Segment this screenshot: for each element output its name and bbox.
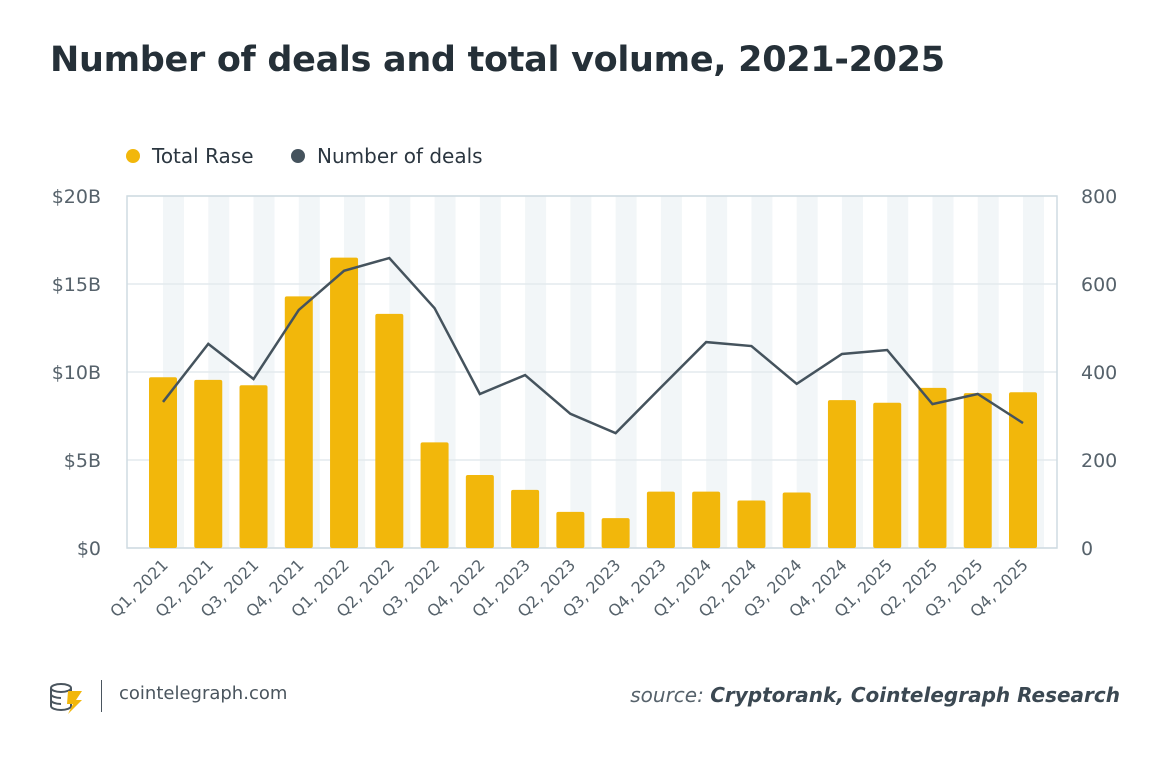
bar-total-rase <box>737 500 766 548</box>
source-text: Cryptorank, Cointelegraph Research <box>710 683 1120 707</box>
y-right-tick-label: 400 <box>1081 362 1117 384</box>
bar-total-rase <box>782 492 811 548</box>
source-note: source: Cryptorank, Cointelegraph Resear… <box>630 683 1120 707</box>
legend-label-line: Number of deals <box>317 144 483 168</box>
y-right-tick-label: 0 <box>1081 538 1093 560</box>
bar-total-rase <box>465 474 494 548</box>
bar-total-rase <box>239 385 268 548</box>
bar-total-rase <box>918 387 947 548</box>
legend-swatch-line <box>291 149 305 163</box>
bar-total-rase <box>284 296 313 548</box>
bar-total-rase <box>1009 392 1037 548</box>
bar-total-rase <box>420 442 449 548</box>
line-number-of-deals <box>162 256 1024 435</box>
bar-total-rase <box>873 402 902 548</box>
bar-total-rase <box>827 400 856 548</box>
y-right-tick-label: 800 <box>1081 186 1117 208</box>
y-left-tick-label: $15B <box>52 274 101 296</box>
bar-total-rase <box>963 393 992 548</box>
footer-site-link[interactable]: cointelegraph.com <box>119 683 288 704</box>
y-left-tick-label: $10B <box>52 362 101 384</box>
chart-title: Number of deals and total volume, 2021-2… <box>50 40 945 80</box>
y-right-tick-label: 600 <box>1081 274 1117 296</box>
legend-swatch-bars <box>126 149 140 163</box>
legend-item-number-of-deals: Number of deals <box>291 144 483 168</box>
plot-frame <box>126 195 1058 549</box>
bar-total-rase <box>511 489 540 548</box>
source-prefix: source: <box>630 683 704 707</box>
y-left-tick-label: $20B <box>52 186 101 208</box>
bar-total-rase <box>149 377 177 548</box>
y-left-tick-label: $5B <box>64 450 101 472</box>
bar-total-rase <box>646 491 675 548</box>
footer-divider <box>101 680 102 712</box>
cointelegraph-logo-icon <box>50 683 82 714</box>
bar-total-rase <box>194 379 223 548</box>
bar-total-rase <box>556 511 585 548</box>
bar-total-rase <box>601 518 630 548</box>
bar-total-rase <box>330 257 359 548</box>
bar-total-rase <box>692 491 721 548</box>
y-left-tick-label: $0 <box>77 538 101 560</box>
legend-label-bars: Total Rase <box>152 144 254 168</box>
bar-total-rase <box>375 313 404 548</box>
legend-item-total-rase: Total Rase <box>126 144 254 168</box>
y-right-tick-label: 200 <box>1081 450 1117 472</box>
